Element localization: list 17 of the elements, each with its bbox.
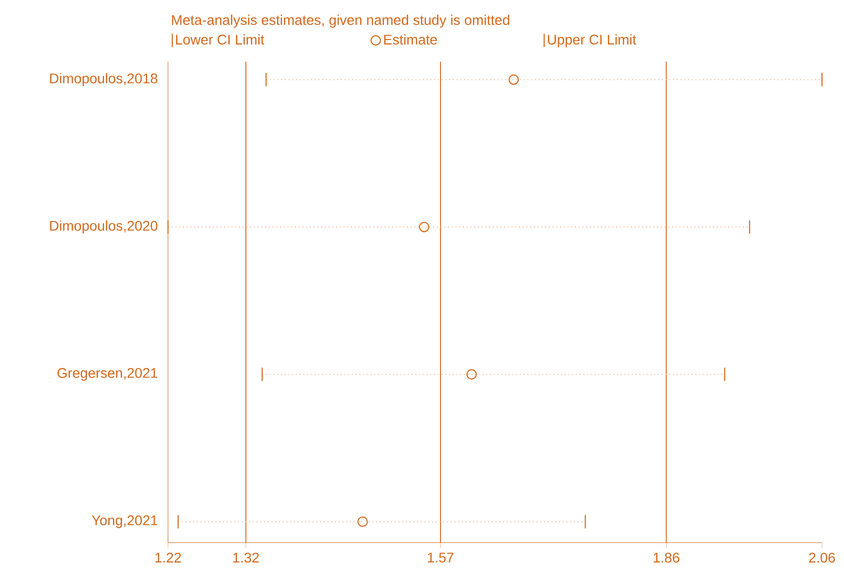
legend-label: Estimate bbox=[384, 34, 437, 45]
x-tick-label: 2.06 bbox=[809, 552, 835, 563]
x-tick-label: 1.32 bbox=[233, 552, 259, 563]
x-tick-label: 1.86 bbox=[654, 552, 680, 563]
legend-title: Meta-analysis estimates, given named study is omitted bbox=[172, 14, 510, 28]
y-tick-label: Dimopoulos,2018 bbox=[50, 73, 158, 86]
y-tick-label: Gregersen,2021 bbox=[57, 368, 158, 381]
x-tick-label: 1.57 bbox=[428, 552, 454, 562]
text: Upper CI Limit bbox=[548, 34, 636, 48]
y-tick-label: Yong,2021 bbox=[92, 515, 158, 528]
y-tick-label: Dimopoulos,2020 bbox=[50, 220, 158, 234]
point bbox=[357, 516, 368, 527]
text: Lower CI Limit bbox=[176, 34, 264, 45]
point bbox=[508, 74, 519, 85]
point bbox=[466, 369, 477, 380]
point bbox=[418, 222, 430, 232]
x-tick-label: 1.22 bbox=[155, 552, 181, 562]
